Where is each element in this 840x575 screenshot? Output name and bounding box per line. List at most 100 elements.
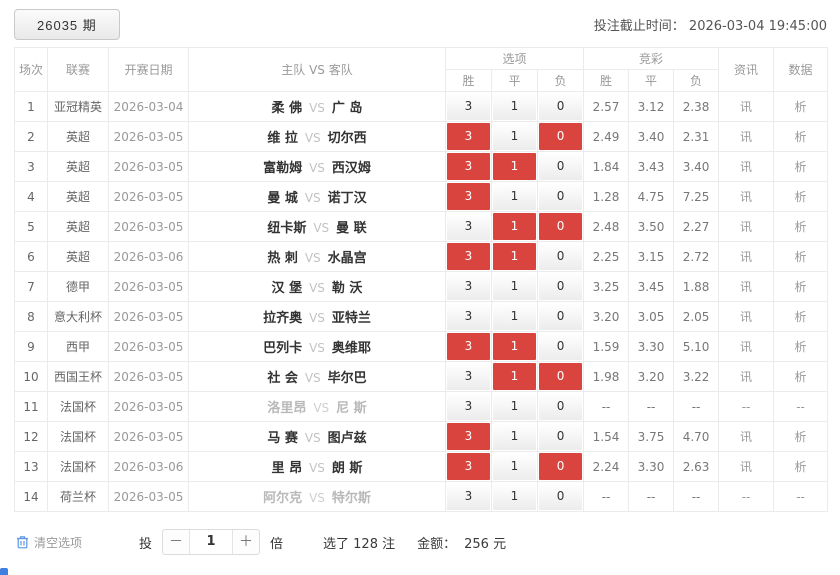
teams-cell: 里 昂 VS 朗 斯 bbox=[188, 451, 446, 482]
analysis-link[interactable]: 析 bbox=[773, 271, 829, 302]
pick-win-button[interactable]: 3 bbox=[447, 393, 490, 420]
info-link[interactable]: 讯 bbox=[718, 181, 775, 212]
match-number: 2 bbox=[14, 121, 48, 152]
info-link[interactable]: 讯 bbox=[718, 361, 775, 392]
info-link[interactable]: 讯 bbox=[718, 151, 775, 182]
period-button[interactable]: 26035 期 bbox=[14, 9, 120, 40]
pick-draw-button[interactable]: 1 bbox=[493, 483, 536, 510]
pick-draw-button[interactable]: 1 bbox=[493, 123, 536, 150]
pick-lose-button[interactable]: 0 bbox=[539, 123, 583, 150]
pick-lose-button[interactable]: 0 bbox=[539, 453, 583, 480]
match-row: 12 法国杯 2026-03-05 马 赛 VS 图卢兹 3 1 0 1.54 3.… bbox=[14, 421, 829, 452]
home-team: 社 会 bbox=[267, 371, 298, 386]
away-team: 广 岛 bbox=[331, 101, 363, 116]
home-team: 洛里昂 bbox=[267, 401, 307, 416]
match-number: 3 bbox=[14, 151, 48, 182]
col-header-options-group: 选项 bbox=[444, 47, 585, 70]
info-link[interactable]: 讯 bbox=[718, 271, 775, 302]
odds-lose: 3.22 bbox=[673, 361, 720, 392]
pick-draw-button[interactable]: 1 bbox=[493, 363, 536, 390]
pick-draw-button[interactable]: 1 bbox=[493, 333, 536, 360]
analysis-link[interactable]: -- bbox=[773, 481, 829, 512]
pick-win-button[interactable]: 3 bbox=[447, 333, 490, 360]
analysis-link[interactable]: 析 bbox=[773, 451, 829, 482]
pick-win-button[interactable]: 3 bbox=[447, 363, 490, 390]
info-link[interactable]: 讯 bbox=[718, 421, 775, 452]
clear-options-button[interactable]: 清空选项 bbox=[16, 534, 112, 551]
match-row: 10 西国王杯 2026-03-05 社 会 VS 毕尔巴 3 1 0 1.98 3… bbox=[14, 361, 829, 392]
pick-draw-button[interactable]: 1 bbox=[493, 453, 536, 480]
home-team: 热 刺 bbox=[267, 251, 298, 266]
away-team: 毕尔巴 bbox=[327, 371, 367, 386]
pick-win-button[interactable]: 3 bbox=[447, 423, 490, 450]
info-link[interactable]: 讯 bbox=[718, 451, 775, 482]
pick-lose-button[interactable]: 0 bbox=[539, 153, 583, 180]
pick-lose-button[interactable]: 0 bbox=[539, 243, 583, 270]
pick-lose-button[interactable]: 0 bbox=[539, 393, 583, 420]
pick-lose-button[interactable]: 0 bbox=[539, 303, 583, 330]
odds-win: 2.49 bbox=[583, 121, 630, 152]
pick-draw-button[interactable]: 1 bbox=[493, 423, 536, 450]
info-link[interactable]: -- bbox=[718, 481, 775, 512]
analysis-link[interactable]: 析 bbox=[773, 331, 829, 362]
pick-draw-button[interactable]: 1 bbox=[493, 243, 536, 270]
pick-lose-button[interactable]: 0 bbox=[539, 213, 583, 240]
analysis-link[interactable]: 析 bbox=[773, 301, 829, 332]
pick-win-button[interactable]: 3 bbox=[447, 123, 490, 150]
league-name: 法国杯 bbox=[47, 421, 109, 452]
match-number: 1 bbox=[14, 91, 48, 122]
pick-win-button[interactable]: 3 bbox=[447, 93, 490, 120]
odds-lose: 4.70 bbox=[673, 421, 720, 452]
pick-draw-button[interactable]: 1 bbox=[493, 303, 536, 330]
multiplier-value[interactable]: 1 bbox=[206, 534, 216, 549]
pick-draw-button[interactable]: 1 bbox=[493, 153, 536, 180]
home-team: 曼 城 bbox=[267, 191, 298, 206]
info-link[interactable]: 讯 bbox=[718, 121, 775, 152]
pick-lose-button[interactable]: 0 bbox=[539, 423, 583, 450]
bet-footer: 清空选项 投 － 1 ＋ 倍 选了 128 注 金额： 256 元 bbox=[16, 529, 826, 555]
analysis-link[interactable]: 析 bbox=[773, 91, 829, 122]
pick-win-button[interactable]: 3 bbox=[447, 273, 490, 300]
pick-win-button[interactable]: 3 bbox=[447, 303, 490, 330]
cutoff-floating-widget bbox=[0, 568, 8, 575]
pick-lose-button[interactable]: 0 bbox=[539, 333, 583, 360]
pick-win-button[interactable]: 3 bbox=[447, 153, 490, 180]
odds-draw: -- bbox=[628, 391, 675, 422]
pick-lose-button[interactable]: 0 bbox=[539, 273, 583, 300]
analysis-link[interactable]: -- bbox=[773, 391, 829, 422]
info-link[interactable]: 讯 bbox=[718, 91, 775, 122]
pick-win-button[interactable]: 3 bbox=[447, 183, 490, 210]
pick-lose-button[interactable]: 0 bbox=[539, 93, 583, 120]
pick-win-button[interactable]: 3 bbox=[447, 483, 490, 510]
analysis-link[interactable]: 析 bbox=[773, 121, 829, 152]
teams-cell: 富勒姆 VS 西汉姆 bbox=[188, 151, 446, 182]
info-link[interactable]: 讯 bbox=[718, 211, 775, 242]
col-header-option-win: 胜 bbox=[445, 69, 492, 92]
pick-draw-button[interactable]: 1 bbox=[493, 93, 536, 120]
analysis-link[interactable]: 析 bbox=[773, 421, 829, 452]
pick-draw-button[interactable]: 1 bbox=[493, 183, 536, 210]
pick-draw-button[interactable]: 1 bbox=[493, 213, 536, 240]
pick-draw-button[interactable]: 1 bbox=[493, 273, 536, 300]
pick-lose-button[interactable]: 0 bbox=[539, 363, 583, 390]
analysis-link[interactable]: 析 bbox=[773, 181, 829, 212]
multiplier-decrease-button[interactable]: － bbox=[163, 530, 191, 554]
info-link[interactable]: 讯 bbox=[718, 301, 775, 332]
pick-win-button[interactable]: 3 bbox=[447, 213, 490, 240]
analysis-link[interactable]: 析 bbox=[773, 361, 829, 392]
analysis-link[interactable]: 析 bbox=[773, 211, 829, 242]
analysis-link[interactable]: 析 bbox=[773, 241, 829, 272]
multiplier-increase-button[interactable]: ＋ bbox=[232, 530, 260, 554]
info-link[interactable]: 讯 bbox=[718, 331, 775, 362]
odds-lose: 5.10 bbox=[673, 331, 720, 362]
col-header-odds-win: 胜 bbox=[583, 69, 630, 92]
pick-win-button[interactable]: 3 bbox=[447, 243, 490, 270]
analysis-link[interactable]: 析 bbox=[773, 151, 829, 182]
home-team: 里 昂 bbox=[271, 461, 303, 476]
info-link[interactable]: 讯 bbox=[718, 241, 775, 272]
pick-lose-button[interactable]: 0 bbox=[539, 183, 583, 210]
pick-draw-button[interactable]: 1 bbox=[493, 393, 536, 420]
pick-lose-button[interactable]: 0 bbox=[539, 483, 583, 510]
info-link[interactable]: -- bbox=[718, 391, 775, 422]
pick-win-button[interactable]: 3 bbox=[447, 453, 490, 480]
